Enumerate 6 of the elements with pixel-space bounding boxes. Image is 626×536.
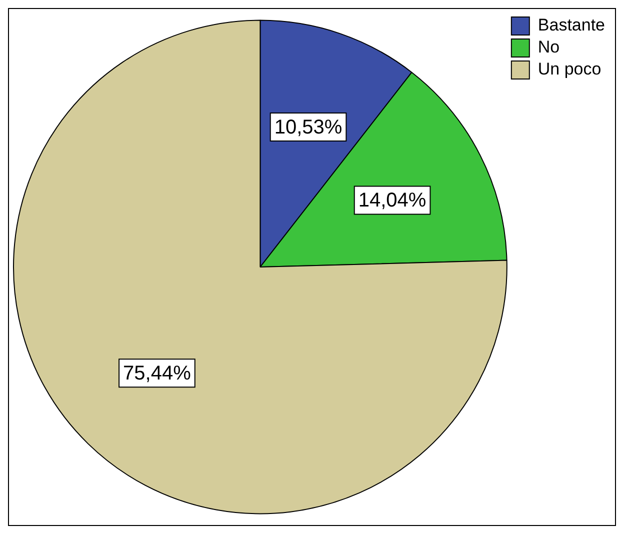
legend-label: Un poco — [538, 60, 602, 79]
data-label: 75,44% — [123, 362, 192, 385]
legend-label: Bastante — [538, 16, 606, 35]
data-label: 14,04% — [358, 190, 426, 212]
data-label: 10,53% — [274, 116, 342, 139]
legend-label: No — [538, 38, 560, 57]
